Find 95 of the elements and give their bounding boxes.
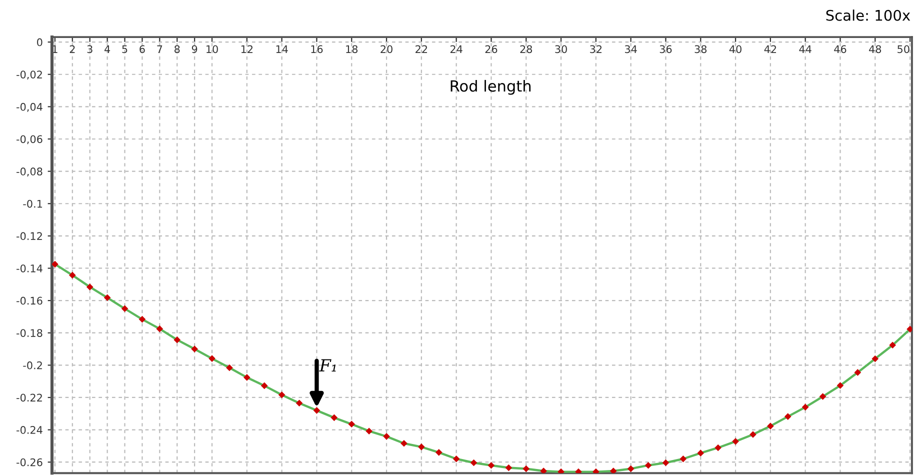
point <box>138 316 146 323</box>
y-tick-label: -0,06 <box>16 135 42 144</box>
x-tick-label: 46 <box>834 45 846 54</box>
y-tick-label: -0.16 <box>16 296 42 305</box>
point <box>278 392 286 398</box>
x-tick-label: 32 <box>590 45 602 54</box>
x-tick-label: 22 <box>416 45 428 53</box>
point <box>69 272 76 279</box>
point <box>644 462 652 469</box>
x-axis-title: Rod length <box>450 80 531 95</box>
point <box>540 468 547 474</box>
text: Scale: 100x <box>826 10 910 21</box>
x-tick-label: 20 <box>380 45 392 54</box>
x-tick-label: 3 <box>87 45 92 54</box>
point <box>784 413 792 420</box>
point <box>226 364 233 372</box>
point <box>260 382 268 390</box>
point <box>592 468 600 474</box>
y-tick-label: -0.18 <box>16 329 42 337</box>
y-tick-label: 0 <box>37 38 42 46</box>
x-tick-label: 26 <box>485 45 498 54</box>
x-tick-label: 4 <box>104 45 110 53</box>
y-tick-label: -0.26 <box>16 458 42 466</box>
y-tick-label: -0.14 <box>16 264 42 272</box>
y-tick-label: -0.1 <box>23 200 42 208</box>
x-tick-label: 5 <box>122 45 128 54</box>
point <box>121 305 128 312</box>
x-tick-label: 34 <box>624 45 637 54</box>
point <box>819 393 826 400</box>
annotation: F₁ <box>319 359 336 372</box>
point <box>558 468 564 474</box>
x-tick-label: 10 <box>206 45 218 54</box>
point <box>296 400 303 407</box>
point <box>174 336 181 344</box>
point <box>488 462 495 469</box>
x-tick-label: 24 <box>450 45 462 53</box>
point <box>383 433 390 440</box>
point <box>697 450 704 456</box>
x-tick-label: 16 <box>311 45 323 54</box>
x-tick-label: 42 <box>764 45 776 53</box>
point <box>732 438 739 445</box>
point <box>872 355 879 362</box>
point <box>714 444 722 452</box>
y-tick-label: -0,02 <box>16 70 42 80</box>
x-tick-label: 40 <box>729 45 742 54</box>
x-tick-label: 48 <box>869 45 882 54</box>
point <box>627 465 634 472</box>
y-tick-label: -0.24 <box>16 426 42 434</box>
x-tick-label: 8 <box>174 45 180 54</box>
x-tick-label: 38 <box>694 45 707 54</box>
x-tick-label: 30 <box>555 45 567 54</box>
x-tick-label: 14 <box>276 45 288 53</box>
y-tick-label: -0.2 <box>23 361 42 370</box>
point <box>156 325 164 332</box>
x-tick-label: 6 <box>140 45 145 54</box>
y-tick-label: -0.12 <box>16 232 42 240</box>
point <box>505 464 512 472</box>
point <box>418 444 425 450</box>
point <box>191 346 198 352</box>
point <box>575 468 582 474</box>
point <box>330 414 338 422</box>
point <box>889 342 896 349</box>
point <box>52 260 58 268</box>
y-tick-label: -0,08 <box>16 168 42 176</box>
x-tick-label: 7 <box>157 45 162 53</box>
x-tick-label: 36 <box>660 45 672 54</box>
x-tick-label: 2 <box>70 45 75 53</box>
point <box>313 407 320 414</box>
point <box>802 404 809 411</box>
point <box>470 459 478 466</box>
point <box>244 374 250 381</box>
point <box>767 422 774 430</box>
x-tick-label: 9 <box>192 45 198 54</box>
point <box>348 420 356 428</box>
point <box>610 468 617 474</box>
x-tick-label: 12 <box>241 45 252 53</box>
point <box>400 440 408 447</box>
y-tick-label: -0.22 <box>16 394 42 402</box>
point <box>104 294 111 302</box>
point <box>854 369 862 376</box>
x-tick-label: 44 <box>799 45 812 53</box>
x-tick-label: 50 <box>898 45 910 54</box>
point <box>836 382 844 389</box>
y-tick-label: -0,04 <box>16 102 42 112</box>
point <box>208 355 216 362</box>
point <box>750 431 756 438</box>
x-tick-label: 18 <box>346 45 358 54</box>
point <box>680 455 687 462</box>
point <box>522 465 530 472</box>
x-tick-label: 28 <box>520 45 532 54</box>
point <box>662 459 670 466</box>
point <box>86 284 94 290</box>
point <box>366 428 372 434</box>
point <box>435 449 442 456</box>
point <box>452 455 460 462</box>
